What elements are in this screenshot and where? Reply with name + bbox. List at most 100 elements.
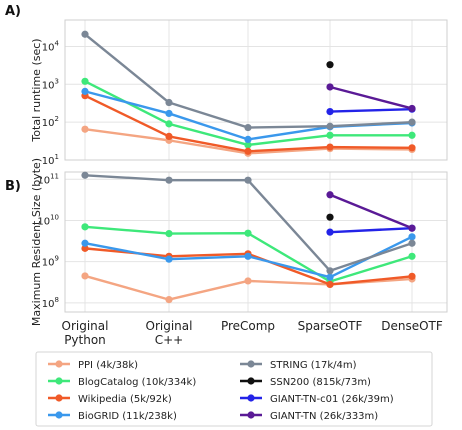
data-point <box>408 144 416 152</box>
series-line <box>329 226 413 234</box>
legend-swatch-marker <box>247 394 255 402</box>
legend-label: Wikipedia (5k/92k) <box>78 394 172 405</box>
series-line <box>329 85 413 110</box>
data-point <box>244 229 252 237</box>
legend: PPI (4k/38k) BlogCatalog (10k/334k) Wikipe… <box>35 351 433 427</box>
series-ssn200-815k-73m <box>326 61 334 69</box>
data-point <box>165 98 173 107</box>
data-point <box>326 83 334 91</box>
series-giant-tn-26k-333m <box>326 191 416 232</box>
legend-label: BioGRID (11k/238k) <box>78 411 177 422</box>
legend-swatch-marker <box>55 411 63 419</box>
data-point <box>81 244 89 252</box>
x-tick-label: Original Python <box>62 319 109 347</box>
series-ssn200-815k-73m <box>326 213 334 221</box>
panel-a: 101 102 103 104 A) Total runtime (sec) <box>5 4 448 167</box>
data-point <box>81 223 89 231</box>
data-point <box>408 239 416 247</box>
y-tick-label: 108 <box>42 296 59 310</box>
data-point <box>326 131 334 139</box>
data-point <box>165 109 173 118</box>
panel-b: 108 109 1010 1011 B) Maximum Resident Size (b… <box>5 158 448 326</box>
data-point <box>81 171 89 179</box>
y-tick-label: 109 <box>42 255 59 269</box>
data-point <box>326 122 334 130</box>
panel-label: B) <box>5 179 21 194</box>
series-string-17k-4m <box>81 30 416 132</box>
data-point <box>326 280 334 289</box>
series-line <box>329 193 413 230</box>
data-point <box>165 295 173 304</box>
legend-label: BlogCatalog (10k/334k) <box>78 377 196 388</box>
data-point <box>408 131 416 139</box>
y-tick-label: 1010 <box>37 213 59 227</box>
legend-label: GIANT-TN (26k/333m) <box>270 411 378 422</box>
legend-swatch-marker <box>247 360 255 368</box>
data-point <box>244 277 252 285</box>
data-point <box>326 267 334 275</box>
y-axis-label: Maximum Resident Size (byte) <box>30 158 43 326</box>
data-point <box>326 108 334 116</box>
data-point <box>81 30 89 38</box>
legend-item-giant-tn-26k-333m: GIANT-TN (26k/333m) <box>240 411 378 422</box>
legend-item-string-17k-4m: STRING (17k/4m) <box>240 360 357 371</box>
data-point <box>81 239 89 247</box>
legend-swatch-marker <box>55 377 63 385</box>
series-blogcatalog-10k-334k <box>81 77 416 149</box>
data-point <box>326 213 334 221</box>
data-point <box>326 228 334 236</box>
data-point <box>408 224 416 232</box>
data-point <box>408 118 416 126</box>
x-tick-label: DenseOTF <box>381 319 443 333</box>
x-tick-label: SparseOTF <box>298 319 363 333</box>
data-point <box>244 176 252 184</box>
legend-label: GIANT-TN-c01 (26k/39m) <box>270 394 394 405</box>
data-point <box>165 132 173 141</box>
series-giant-tn-c01-26k-39m <box>326 224 416 236</box>
plot-frame <box>64 171 448 313</box>
plot-frame <box>64 19 448 161</box>
y-tick-label: 104 <box>42 39 60 53</box>
data-point <box>244 252 252 260</box>
data-point <box>81 87 89 95</box>
data-point <box>408 272 416 280</box>
data-point <box>244 123 252 132</box>
data-point <box>81 272 89 280</box>
panel-label: A) <box>5 4 21 19</box>
legend-item-ppi-4k-38k: PPI (4k/38k) <box>48 360 138 371</box>
y-axis-label: Total runtime (sec) <box>30 38 43 142</box>
legend-item-wikipedia-5k-92k: Wikipedia (5k/92k) <box>48 394 172 405</box>
y-tick-label: 103 <box>42 77 59 91</box>
data-point <box>326 143 334 151</box>
data-point <box>244 141 252 149</box>
legend-swatch-marker <box>247 377 255 385</box>
data-point <box>326 191 334 199</box>
data-point <box>165 176 173 184</box>
legend-item-blogcatalog-10k-334k: BlogCatalog (10k/334k) <box>48 377 196 388</box>
legend-label: PPI (4k/38k) <box>78 360 138 371</box>
x-tick-label: Original C++ <box>146 319 193 347</box>
legend-item-giant-tn-c01-26k-39m: GIANT-TN-c01 (26k/39m) <box>240 394 394 405</box>
data-point <box>326 273 334 281</box>
data-point <box>81 125 89 133</box>
data-point <box>244 135 252 144</box>
legend-box <box>35 351 433 427</box>
data-point <box>244 147 252 155</box>
x-tick-label: PreComp <box>221 319 275 333</box>
data-point <box>165 255 173 263</box>
data-point <box>165 120 173 128</box>
series-biogrid-11k-238k <box>81 233 416 281</box>
y-tick-label: 102 <box>42 115 59 129</box>
y-tick-label: 101 <box>42 153 59 167</box>
legend-label: SSN200 (815k/73m) <box>270 377 371 388</box>
legend-item-biogrid-11k-238k: BioGRID (11k/238k) <box>48 411 177 422</box>
data-point <box>326 61 334 69</box>
data-point <box>165 229 173 238</box>
series-giant-tn-26k-333m <box>326 83 416 113</box>
data-point <box>81 77 89 85</box>
legend-swatch-marker <box>247 411 255 419</box>
legend-label: STRING (17k/4m) <box>270 360 357 371</box>
data-point <box>408 104 416 113</box>
legend-swatch-marker <box>55 394 63 402</box>
